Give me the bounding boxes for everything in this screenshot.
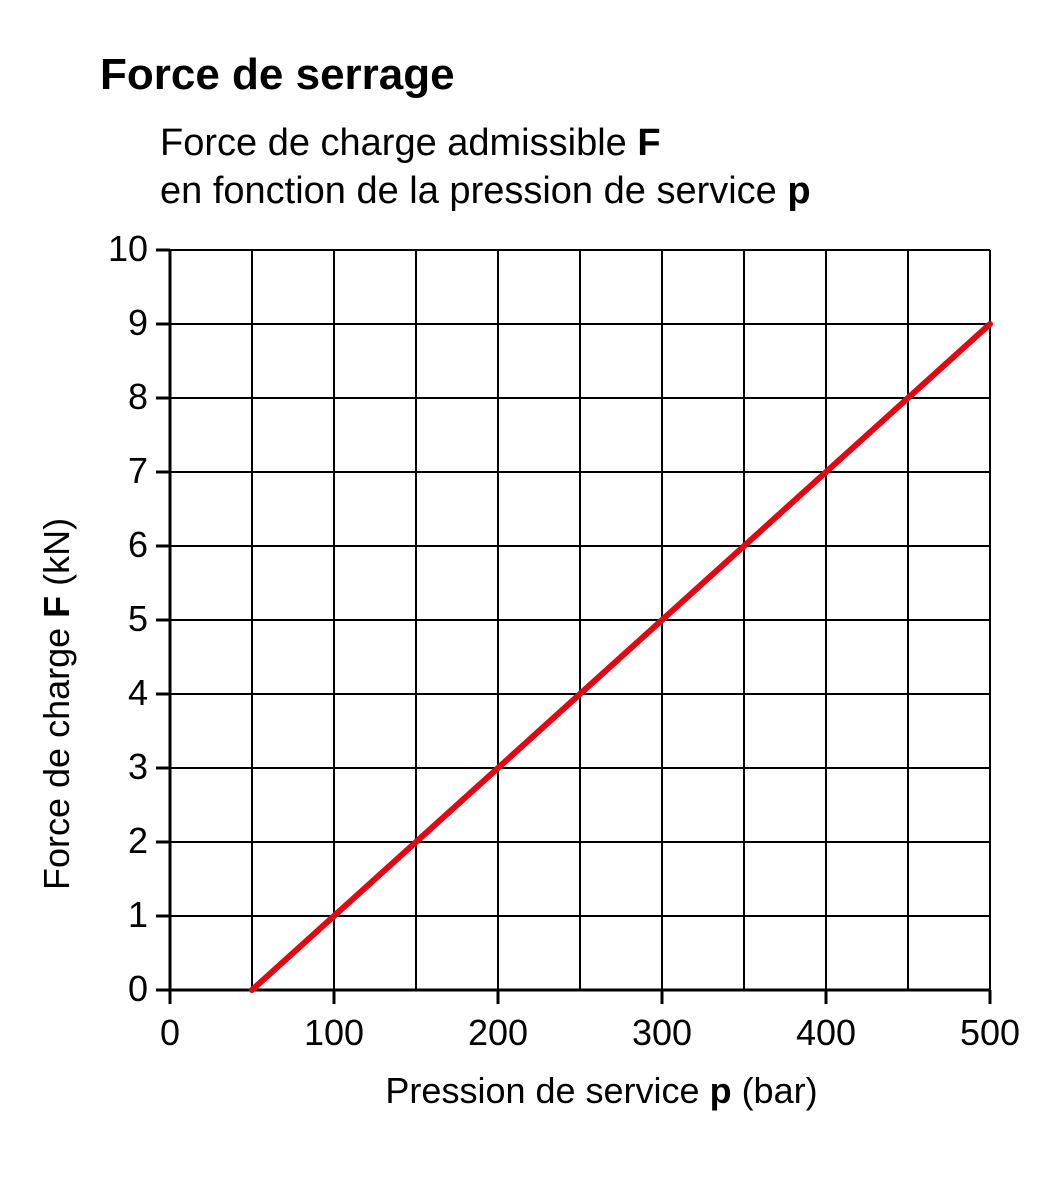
y-axis-label-bold: F — [36, 596, 77, 618]
y-tick-label: 2 — [88, 820, 148, 862]
y-axis-label: Force de charge F (kN) — [36, 518, 78, 890]
y-tick-label: 9 — [88, 302, 148, 344]
x-tick-label: 400 — [796, 1012, 856, 1054]
y-tick-label: 7 — [88, 450, 148, 492]
subtitle-line1-text: Force de charge admissible — [160, 122, 637, 164]
y-axis-label-post: (kN) — [36, 518, 77, 596]
main-title: Force de serrage — [100, 50, 455, 100]
x-tick-label: 500 — [960, 1012, 1020, 1054]
x-tick-label: 0 — [160, 1012, 180, 1054]
y-tick-label: 1 — [88, 894, 148, 936]
y-tick-label: 0 — [88, 968, 148, 1010]
y-tick-label: 6 — [88, 524, 148, 566]
x-tick-label: 200 — [468, 1012, 528, 1054]
y-axis-label-pre: Force de charge — [36, 618, 77, 890]
subtitle-line2-text: en fonction de la pression de service — [160, 170, 787, 212]
page: Force de serrage Force de charge admissi… — [0, 0, 1053, 1200]
y-tick-label: 4 — [88, 672, 148, 714]
x-tick-label: 300 — [632, 1012, 692, 1054]
subtitle: Force de charge admissible F en fonction… — [160, 120, 811, 215]
y-tick-label: 5 — [88, 598, 148, 640]
chart-area: Force de charge F (kN) 0 1 2 3 4 5 6 7 8 9 10 0 100… — [0, 230, 1053, 1150]
x-tick-label: 100 — [304, 1012, 364, 1054]
subtitle-line1-bold: F — [637, 122, 660, 164]
x-axis-label-post: (bar) — [732, 1070, 818, 1111]
subtitle-line2-bold: p — [787, 170, 810, 212]
x-axis-label: Pression de service p (bar) — [0, 1070, 1053, 1112]
y-tick-label: 8 — [88, 376, 148, 418]
y-tick-label: 3 — [88, 746, 148, 788]
x-axis-label-pre: Pression de service — [385, 1070, 709, 1111]
x-axis-label-bold: p — [710, 1070, 732, 1111]
y-tick-label: 10 — [88, 228, 148, 270]
